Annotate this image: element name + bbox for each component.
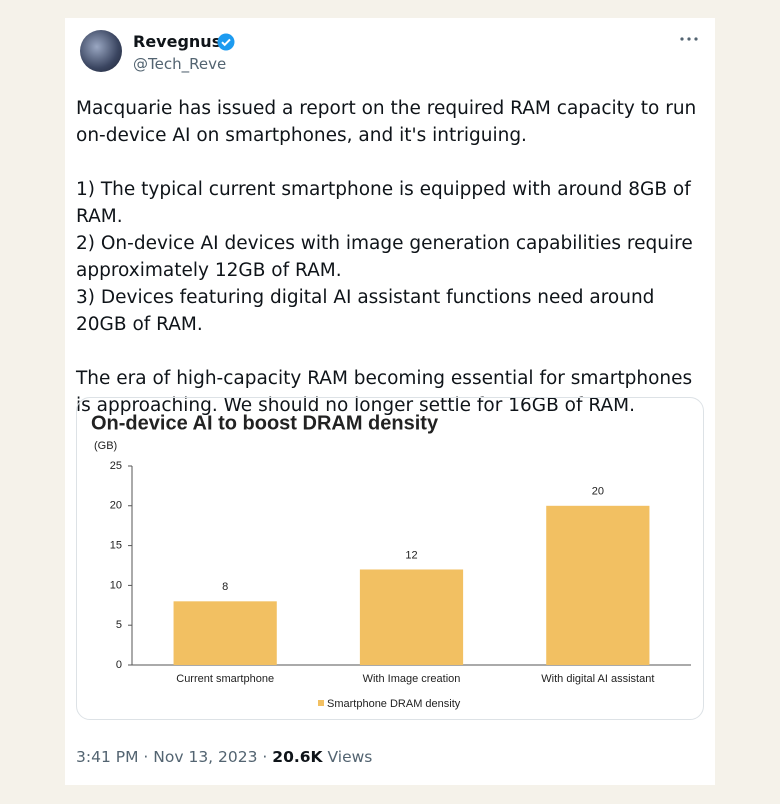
views-label: Views	[327, 748, 373, 766]
user-name[interactable]: Revegnus	[133, 32, 222, 51]
paragraph: The era of high-capacity RAM becoming es…	[76, 365, 706, 419]
chart: On-device AI to boost DRAM density (GB) …	[91, 412, 691, 710]
x-tick-label: With Image creation	[363, 673, 461, 685]
legend-label: Smartphone DRAM density	[327, 698, 461, 710]
bar	[546, 505, 650, 665]
text-line: 2) On-device AI devices with image gener…	[76, 233, 693, 281]
paragraph: Macquarie has issued a report on the req…	[76, 95, 706, 149]
value-label: 8	[222, 581, 228, 593]
views-count: 20.6K	[272, 748, 323, 766]
y-tick-label: 15	[110, 540, 122, 552]
chart-image: On-device AI to boost DRAM density (GB) …	[76, 397, 704, 720]
text-line: 3) Devices featuring digital AI assistan…	[76, 287, 655, 335]
tweet-footer: 3:41 PM · Nov 13, 2023 · 20.6K Views	[76, 748, 372, 766]
text-line: Macquarie has issued a report on the req…	[76, 98, 697, 146]
y-tick-label: 25	[110, 460, 122, 472]
verified-badge	[217, 33, 235, 51]
paragraph: 1) The typical current smartphone is equ…	[76, 176, 706, 338]
text-line: 1) The typical current smartphone is equ…	[76, 179, 691, 227]
user-handle[interactable]: @Tech_Reve	[133, 55, 227, 73]
value-label: 20	[592, 486, 604, 498]
time: 3:41 PM	[76, 748, 139, 766]
date: Nov 13, 2023	[153, 748, 258, 766]
y-tick-label: 10	[110, 579, 122, 591]
separator: ·	[143, 748, 149, 766]
text-line: The era of high-capacity RAM becoming es…	[76, 368, 693, 416]
legend-swatch	[318, 700, 324, 706]
y-tick-label: 5	[116, 619, 122, 631]
y-tick-label: 20	[110, 500, 122, 512]
x-tick-label: With digital AI assistant	[541, 673, 654, 685]
avatar[interactable]	[80, 30, 122, 72]
bar	[359, 569, 464, 665]
y-unit: (GB)	[94, 440, 117, 452]
separator: ·	[262, 748, 268, 766]
tweet-text: Macquarie has issued a report on the req…	[76, 95, 706, 446]
y-tick-label: 0	[116, 659, 122, 671]
chart-title: On-device AI to boost DRAM density	[91, 412, 439, 434]
x-tick-label: Current smartphone	[176, 673, 274, 685]
tweet-card: Revegnus @Tech_Reve Macquarie has issued…	[65, 18, 715, 785]
bar	[173, 601, 277, 665]
more-button[interactable]	[679, 36, 699, 42]
value-label: 12	[405, 549, 417, 561]
